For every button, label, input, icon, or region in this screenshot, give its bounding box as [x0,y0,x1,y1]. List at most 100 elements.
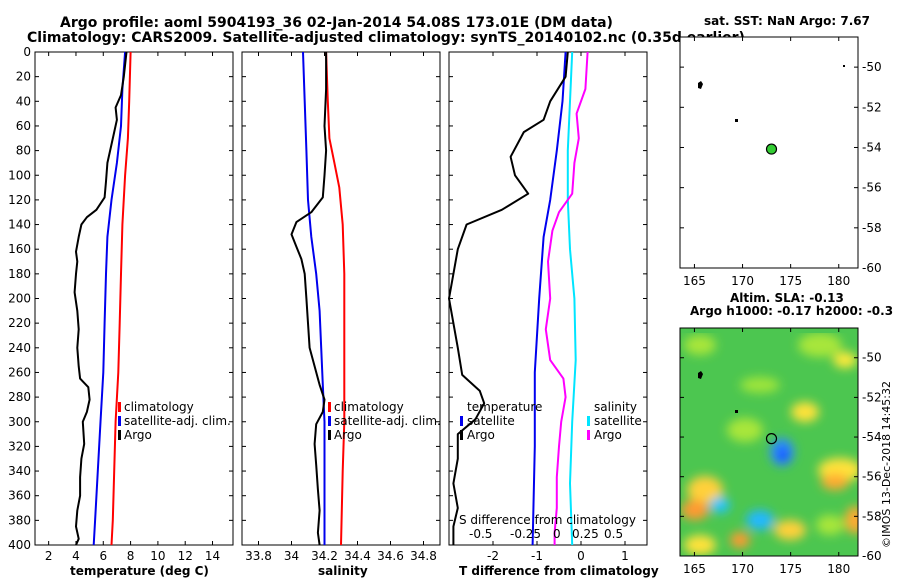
legend-t-argo: Argo [467,428,495,442]
y-tick-label: 40 [16,94,31,108]
legend-marker-t-satellite [460,416,463,426]
legend-marker-t-argo [460,430,463,440]
legend-marker-climatology [118,402,121,412]
difference-x-ticks: -2 -1 0 1 [487,52,629,563]
title-line-2: Climatology: CARS2009. Satellite-adjuste… [27,30,745,46]
salinity-x-ticks: 33.8 34 34.2 34.4 34.6 34.8 [245,52,437,563]
x-tick-label: 180 [827,274,850,288]
profile-location-marker [765,433,778,445]
y-tick-label: -50 [862,60,882,74]
y-tick-label: 300 [8,415,31,429]
s-difference-axis-title: S difference from climatology [459,513,636,527]
salinity-axes-frame [241,51,441,546]
sla-map-title: Altim. SLA: -0.13 [730,291,844,305]
x-tick-label: 34.6 [377,549,404,563]
legend-s-satellite: satellite [594,414,642,428]
title-line-1: Argo profile: aoml 5904193_36 02-Jan-201… [60,15,613,31]
series-line-t-satellite [531,51,567,546]
y-tick-label: 0 [23,45,31,59]
legend-argo: Argo [124,428,152,442]
series-line-climatology [110,51,132,546]
x-tick-label: 180 [827,562,850,576]
x-tick-label: 33.8 [245,549,272,563]
legend-climatology: climatology [124,400,194,414]
legend-climatology: climatology [334,400,404,414]
x-tick-label: 4 [72,549,80,563]
series-line-satellite-adj-clim- [302,51,326,545]
y-tick-label: 360 [8,489,31,503]
y-tick-label: 120 [8,193,31,207]
series-line-climatology [325,51,346,546]
x-tick-label: 8 [127,549,135,563]
sst-map-y-ticks: -50 -52 -54 -56 -58 -60 [680,60,882,275]
salinity-xlabel: salinity [318,564,368,578]
y-tick-label: 260 [8,365,31,379]
y-tick-label: 220 [8,316,31,330]
x-tick-label: -2 [487,549,499,563]
series-line-satellite-adj-clim- [92,51,127,546]
sla-heatmap [680,328,858,556]
x-tick-label: 34.8 [410,549,437,563]
x-tick-label: 175 [779,274,802,288]
x-tick-label: 34 [284,549,299,563]
y-tick-label: 100 [8,168,31,182]
y-tick-label: 60 [16,119,31,133]
sst-map-panel: sat. SST: NaN Argo: 7.67 -50 -52 -54 -56 -58… [679,14,882,288]
difference-legend: temperature satellite Argo salinity sate… [460,400,642,442]
y-tick-label: -56 [862,470,882,484]
legend-s-argo: Argo [594,428,622,442]
y-tick-label: 200 [8,292,31,306]
legend-satellite: satellite-adj. clim. [334,414,441,428]
sla-map-y-ticks: -50 -52 -54 -56 -58 -60 [680,351,882,563]
difference-axes-frame [448,51,648,546]
legend-marker-s-satellite [587,416,590,426]
x-tick-label: 10 [150,549,165,563]
temperature-x-ticks: 2 4 6 8 10 12 14 [45,52,220,563]
s-tick: 0 [553,527,561,541]
y-tick-label: -58 [862,221,882,235]
y-tick-label: -58 [862,509,882,523]
x-tick-label: 170 [731,562,754,576]
sst-map-x-ticks: 165 170 175 180 [683,37,850,288]
x-tick-label: 14 [205,549,220,563]
y-tick-label: -60 [862,261,882,275]
temperature-axes-frame [34,51,234,546]
y-tick-label: 280 [8,390,31,404]
legend-t-satellite: satellite [467,414,515,428]
x-tick-label: 34.4 [344,549,371,563]
temperature-y-ticks: 0 20 40 60 80 100 120 140 160 180 200 220 240 260 280 3… [8,45,233,552]
y-tick-label: 20 [16,70,31,84]
x-tick-label: 34.2 [311,549,338,563]
sst-map-title: sat. SST: NaN Argo: 7.67 [704,14,870,28]
y-tick-label: 400 [8,538,31,552]
legend-satellite: satellite-adj. clim. [124,414,231,428]
difference-panel: -2 -1 0 1 T difference from climatology tem… [448,51,659,578]
sst-map-land [698,65,845,122]
y-tick-label: -56 [862,181,882,195]
sla-map-panel: Altim. SLA: -0.13 Argo h1000: -0.17 h200… [679,291,893,576]
temperature-xlabel: temperature (deg C) [70,564,209,578]
salinity-legend: climatology satellite-adj. clim. Argo [328,400,441,442]
x-tick-label: 175 [779,562,802,576]
salinity-lines [290,51,346,546]
legend-marker-climatology [328,402,331,412]
legend-argo: Argo [334,428,362,442]
series-line-s-satellite [566,51,577,546]
s-tick: 0.25 [572,527,599,541]
y-tick-label: -54 [862,430,882,444]
y-tick-label: -60 [862,549,882,563]
s-difference-axis-ticks: -0.5 -0.25 0 0.25 0.5 [469,527,623,541]
y-tick-label: 80 [16,144,31,158]
sla-map-frame [679,327,859,557]
x-tick-label: -1 [531,549,543,563]
legend-marker-argo [328,430,331,440]
s-tick: 0.5 [604,527,623,541]
y-tick-label: 240 [8,341,31,355]
y-tick-label: -54 [862,140,882,154]
x-tick-label: 170 [731,274,754,288]
sla-map-profile-marker [765,433,778,445]
x-tick-label: 0 [577,549,585,563]
y-tick-label: 380 [8,513,31,527]
y-tick-label: 320 [8,439,31,453]
